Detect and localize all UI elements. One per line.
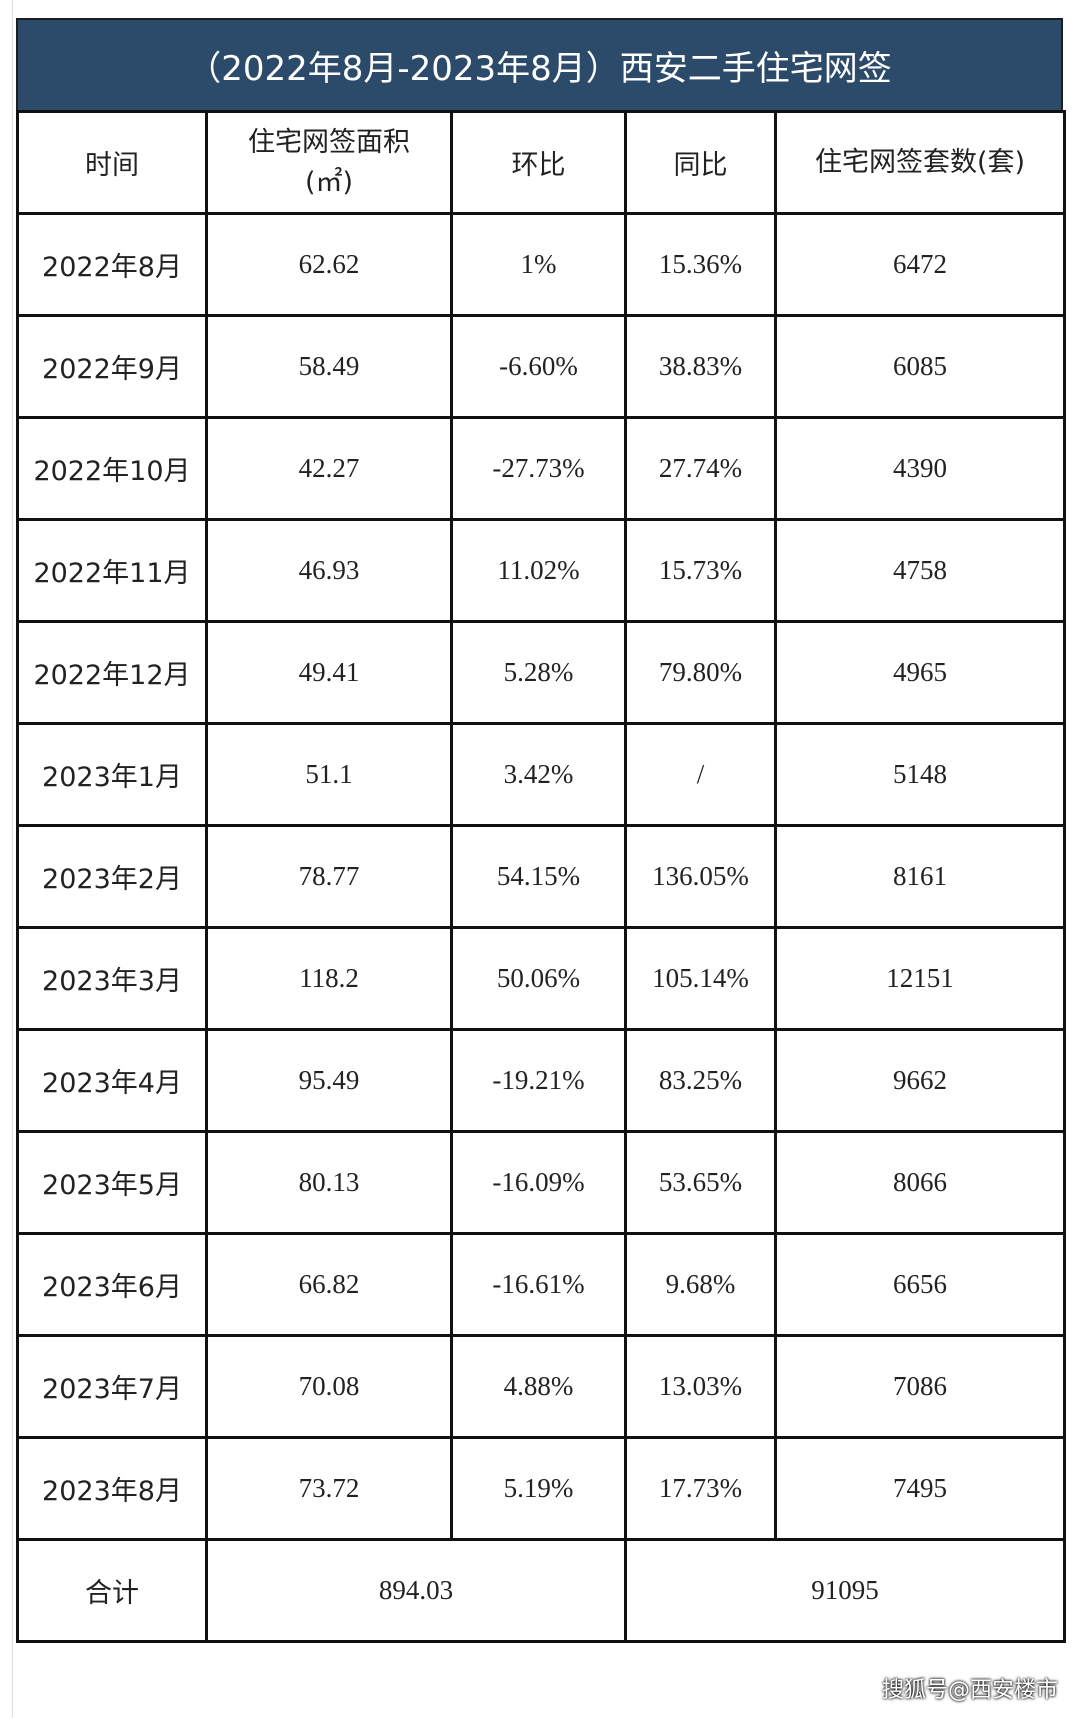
table-cell: 3.42% bbox=[450, 722, 627, 827]
table-cell: 4758 bbox=[774, 518, 1066, 623]
table-cell: 6085 bbox=[774, 314, 1066, 419]
table-row: 2023年1月 51.1 3.42%/5148 bbox=[16, 722, 1066, 827]
table-cell: 8066 bbox=[774, 1130, 1066, 1235]
table-cell: 9662 bbox=[774, 1028, 1066, 1133]
table-cell: 2023年7月 bbox=[16, 1334, 208, 1439]
table-row: 2022年8月 62.62 1% 15.36% 6472 bbox=[16, 212, 1066, 317]
table-row: 时间 住宅网签面积(㎡) 环比 同比 住宅网签套数(套) bbox=[16, 110, 1066, 215]
header-cell: 住宅网签面积(㎡) bbox=[205, 110, 453, 215]
table-cell: 95.49 bbox=[205, 1028, 453, 1133]
table-cell: 62.62 bbox=[205, 212, 453, 317]
table-cell: 2023年4月 bbox=[16, 1028, 208, 1133]
table-cell: 79.80% bbox=[624, 620, 777, 725]
table-cell: / bbox=[624, 722, 777, 827]
total-label: 合计 bbox=[16, 1538, 208, 1643]
watermark: 搜狐号@西安楼市 bbox=[881, 1678, 1058, 1703]
table-cell: 13.03% bbox=[624, 1334, 777, 1439]
table-cell: 2022年8月 bbox=[16, 212, 208, 317]
table-cell: 78.77 bbox=[205, 824, 453, 929]
table-cell: 58.49 bbox=[205, 314, 453, 419]
table-cell: 83.25% bbox=[624, 1028, 777, 1133]
table-row: 2023年5月 80.13 -16.09% 53.65% 8066 bbox=[16, 1130, 1066, 1235]
table-cell: 51.1 bbox=[205, 722, 453, 827]
table-cell: 53.65% bbox=[624, 1130, 777, 1235]
table-cell: -16.09% bbox=[450, 1130, 627, 1235]
table-cell: -6.60% bbox=[450, 314, 627, 419]
table-row: 2023年2月 78.77 54.15% 136.05% 8161 bbox=[16, 824, 1066, 929]
header-cell: 同比 bbox=[624, 110, 777, 215]
table-cell: 54.15% bbox=[450, 824, 627, 929]
table-row: 2023年6月 66.82 -16.61% 9.68% 6656 bbox=[16, 1232, 1066, 1337]
table-cell: 7495 bbox=[774, 1436, 1066, 1541]
table-body: 时间 住宅网签面积(㎡) 环比 同比 住宅网签套数(套) 2022年8月 62.62 1% 15… bbox=[16, 110, 1066, 1643]
total-area: 894.03 bbox=[205, 1538, 627, 1643]
table-row: 2022年12月 49.41 5.28% 79.80% 4965 bbox=[16, 620, 1066, 725]
table-row: 2022年9月 58.49 -6.60% 38.83% 6085 bbox=[16, 314, 1066, 419]
table-cell: 2023年6月 bbox=[16, 1232, 208, 1337]
table-cell: -16.61% bbox=[450, 1232, 627, 1337]
table-row: 2023年3月 118.2 50.06% 105.14% 12151 bbox=[16, 926, 1066, 1031]
table-cell: 4965 bbox=[774, 620, 1066, 725]
table-cell: 4.88% bbox=[450, 1334, 627, 1439]
table-cell: -19.21% bbox=[450, 1028, 627, 1133]
table-cell: 17.73% bbox=[624, 1436, 777, 1541]
table-cell: 73.72 bbox=[205, 1436, 453, 1541]
table-cell: 15.73% bbox=[624, 518, 777, 623]
table-row: 2023年7月 70.08 4.88% 13.03% 7086 bbox=[16, 1334, 1066, 1439]
total-count: 91095 bbox=[624, 1538, 1066, 1643]
table-cell: 11.02% bbox=[450, 518, 627, 623]
table-cell: 2022年11月 bbox=[16, 518, 208, 623]
table-cell: 6472 bbox=[774, 212, 1066, 317]
table-cell: 15.36% bbox=[624, 212, 777, 317]
page-edge bbox=[0, 0, 13, 1718]
table-row: 2022年10月 42.27 -27.73% 27.74% 4390 bbox=[16, 416, 1066, 521]
table-cell: 66.82 bbox=[205, 1232, 453, 1337]
table-cell: 2022年10月 bbox=[16, 416, 208, 521]
table-cell: 8161 bbox=[774, 824, 1066, 929]
table-cell: 50.06% bbox=[450, 926, 627, 1031]
table-cell: 1% bbox=[450, 212, 627, 317]
table-cell: 118.2 bbox=[205, 926, 453, 1031]
table-cell: 2023年8月 bbox=[16, 1436, 208, 1541]
table-cell: 2023年2月 bbox=[16, 824, 208, 929]
table-row: 2022年11月 46.93 11.02% 15.73% 4758 bbox=[16, 518, 1066, 623]
table-container: （2022年8月-2023年8月）西安二手住宅网签 时间 住宅网签面积(㎡) 环比同… bbox=[16, 18, 1066, 1643]
table-cell: 4390 bbox=[774, 416, 1066, 521]
data-table: 时间 住宅网签面积(㎡) 环比 同比 住宅网签套数(套) 2022年8月 62.62 1% 15… bbox=[16, 110, 1066, 1643]
table-cell: 70.08 bbox=[205, 1334, 453, 1439]
table-cell: 2022年12月 bbox=[16, 620, 208, 725]
table-cell: 136.05% bbox=[624, 824, 777, 929]
table-cell: 2022年9月 bbox=[16, 314, 208, 419]
table-cell: 9.68% bbox=[624, 1232, 777, 1337]
table-cell: 7086 bbox=[774, 1334, 1066, 1439]
header-cell: 时间 bbox=[16, 110, 208, 215]
table-cell: 80.13 bbox=[205, 1130, 453, 1235]
table-cell: 49.41 bbox=[205, 620, 453, 725]
table-cell: 2023年3月 bbox=[16, 926, 208, 1031]
table-cell: 12151 bbox=[774, 926, 1066, 1031]
header-cell: 环比 bbox=[450, 110, 627, 215]
table-cell: -27.73% bbox=[450, 416, 627, 521]
table-cell: 38.83% bbox=[624, 314, 777, 419]
table-cell: 46.93 bbox=[205, 518, 453, 623]
table-cell: 105.14% bbox=[624, 926, 777, 1031]
table-row: 2023年8月 73.72 5.19% 17.73% 7495 bbox=[16, 1436, 1066, 1541]
table-title: （2022年8月-2023年8月）西安二手住宅网签 bbox=[16, 18, 1063, 110]
table-row: 合计 894.03 91095 bbox=[16, 1538, 1066, 1643]
table-cell: 5.19% bbox=[450, 1436, 627, 1541]
table-cell: 5.28% bbox=[450, 620, 627, 725]
table-cell: 5148 bbox=[774, 722, 1066, 827]
table-cell: 42.27 bbox=[205, 416, 453, 521]
table-cell: 2023年1月 bbox=[16, 722, 208, 827]
table-cell: 27.74% bbox=[624, 416, 777, 521]
table-row: 2023年4月 95.49 -19.21% 83.25% 9662 bbox=[16, 1028, 1066, 1133]
table-cell: 6656 bbox=[774, 1232, 1066, 1337]
table-cell: 2023年5月 bbox=[16, 1130, 208, 1235]
header-cell: 住宅网签套数(套) bbox=[774, 110, 1066, 215]
